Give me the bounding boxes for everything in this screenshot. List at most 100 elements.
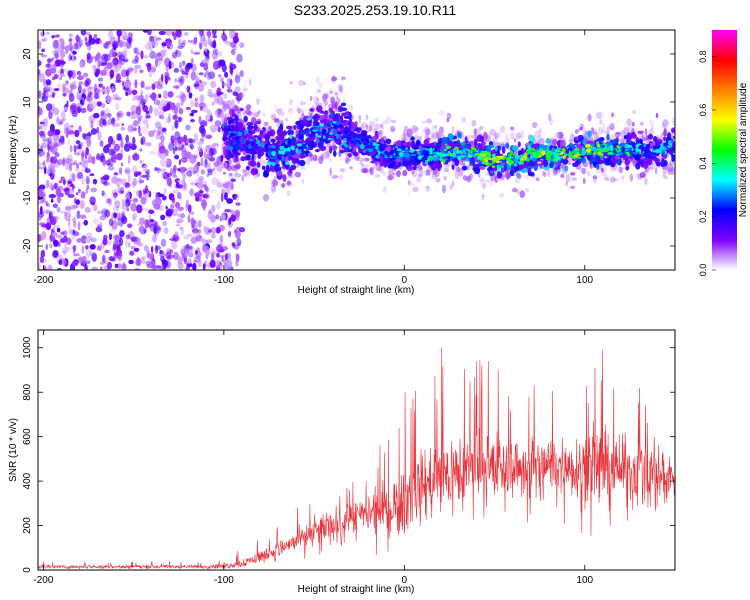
spectrogram-blob — [180, 42, 186, 48]
spectrogram-blob — [241, 174, 245, 182]
spectrogram-blob — [142, 118, 149, 125]
spectrogram-blob — [141, 126, 149, 134]
spectrogram-blob — [148, 94, 155, 99]
spectrogram-blob — [530, 147, 535, 152]
spectrogram-blob — [196, 167, 200, 177]
spectrogram-blob — [365, 157, 370, 162]
spectrogram-blob — [315, 132, 319, 137]
spectrogram-blob — [525, 149, 531, 153]
spectrogram-blob — [56, 134, 62, 140]
spectrogram-blob — [417, 135, 423, 141]
spectrogram-blob — [154, 244, 159, 254]
spectrogram-blob — [417, 173, 422, 178]
spectrogram-blob — [71, 110, 78, 118]
spectrogram-blob — [436, 142, 442, 149]
spectrogram-blob — [343, 115, 350, 119]
spectrogram-blob — [44, 85, 51, 89]
spectrogram-blob — [183, 235, 190, 240]
spectrogram-blob — [61, 247, 68, 256]
spectrogram-blob — [666, 132, 672, 141]
spectrogram-blob — [110, 59, 118, 69]
spectrogram-blob — [124, 167, 131, 175]
spectrogram-blob — [114, 96, 122, 101]
spectrogram-blob — [106, 95, 113, 104]
spectrogram-blob — [161, 259, 165, 265]
spectrogram-blob — [112, 42, 117, 51]
spectrogram-blob — [217, 74, 222, 78]
spectrogram-blob — [180, 157, 188, 163]
spectrogram-blob — [283, 130, 286, 137]
spectrogram-blob — [128, 242, 131, 248]
spectrogram-blob — [220, 76, 225, 83]
spectrogram-blob — [655, 112, 659, 119]
spectrogram-blob — [406, 128, 413, 138]
spectrogram-blob — [61, 258, 67, 266]
spectrogram-blob — [84, 86, 91, 92]
spectrogram-blob — [165, 30, 172, 36]
spectrogram-blob — [138, 175, 143, 185]
spectrogram-blob — [312, 115, 316, 120]
spectrogram-blob — [461, 165, 468, 171]
spectrogram-blob — [192, 220, 199, 230]
spectrogram-blob — [458, 143, 462, 150]
spectrogram-blob — [165, 117, 171, 124]
spectrogram-blob — [606, 126, 611, 131]
spectrogram-blob — [153, 99, 161, 106]
spectrogram-blob — [672, 135, 675, 139]
spectrogram-blob — [58, 38, 64, 43]
spectrogram-blob — [172, 136, 176, 142]
spectrogram-blob — [43, 166, 47, 175]
spectrogram-blob — [124, 79, 132, 89]
spectrogram-blob — [176, 147, 183, 151]
spectrogram-blob — [614, 178, 619, 182]
spectrogram-blob — [132, 94, 136, 102]
spectrogram-blob — [113, 172, 119, 176]
spectrogram-blob — [569, 185, 576, 189]
spectrogram-blob — [221, 115, 228, 124]
spectrogram-blob — [91, 55, 99, 60]
spectrogram-blob — [616, 131, 621, 135]
spectrogram-blob — [565, 166, 568, 172]
spectrogram-blob — [230, 48, 236, 56]
spectrogram-blob — [600, 172, 605, 177]
spectrogram-blob — [390, 150, 395, 155]
spectrogram-blob — [329, 167, 332, 177]
spectrogram-blob — [626, 118, 632, 127]
spectrogram-blob — [200, 61, 205, 66]
spectrogram-blob — [52, 39, 59, 49]
spectrogram-blob — [202, 163, 210, 168]
spectrogram-blob — [223, 148, 229, 156]
spectrogram-blob — [215, 109, 219, 119]
spectrogram-blob — [156, 167, 161, 174]
spectrogram-blob — [441, 136, 449, 144]
spectrogram-blob — [73, 144, 77, 153]
spectrogram-blob — [139, 95, 143, 100]
spectrogram-blob — [350, 122, 357, 130]
spectrogram-blob — [173, 251, 179, 260]
spectrogram-blob — [187, 258, 192, 265]
spectrogram-blob — [312, 141, 316, 145]
spectrogram-blob — [539, 128, 543, 135]
spectrogram-blob — [216, 165, 223, 173]
spectrogram-blob — [185, 203, 189, 212]
spectrogram-blob — [121, 50, 128, 60]
spectrogram-blob — [186, 247, 190, 254]
spectrogram-blob — [236, 253, 240, 262]
spectrogram-blob — [72, 245, 77, 251]
spectrogram-blob — [449, 157, 453, 161]
spectrogram-blob — [142, 164, 147, 172]
spectrogram-blob — [96, 51, 101, 59]
spectrogram-blob — [194, 133, 199, 142]
spectrogram-blob — [135, 258, 142, 267]
spectrogram-blob — [76, 238, 83, 243]
spectrogram-blob — [90, 201, 96, 206]
spectrogram-blob — [263, 121, 267, 128]
spectrogram-blob — [138, 217, 145, 226]
spectrogram-blob — [196, 181, 204, 190]
spectrogram-blob — [106, 143, 111, 148]
spectrogram-blob — [158, 30, 166, 36]
spectrogram-blob — [577, 145, 585, 148]
spectrogram-blob — [92, 64, 97, 73]
spectrogram-blob — [235, 202, 241, 206]
spectrogram-blob — [125, 192, 131, 200]
